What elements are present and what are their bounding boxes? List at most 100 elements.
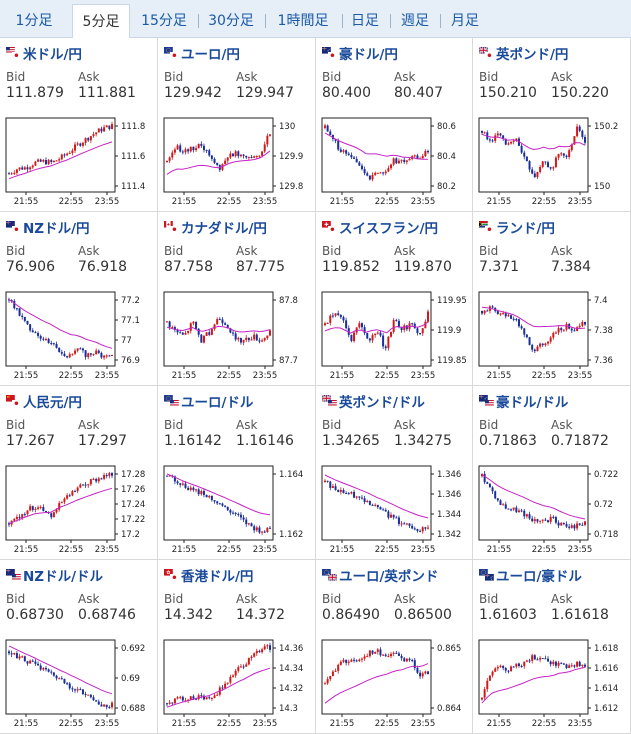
pair-link[interactable]: カナダドル/円: [164, 219, 267, 237]
pair-link[interactable]: NZドル/ドル: [6, 567, 103, 585]
rate-chart[interactable]: 0.865 0.864 21:55 22:55 23:55: [316, 634, 472, 734]
x-tick-label: 22:55: [59, 545, 84, 555]
candle: [229, 508, 232, 516]
rate-chart[interactable]: 1.164 1.162 21:55 22:55 23:55: [158, 460, 314, 560]
candle: [512, 666, 515, 668]
pair-name: 人民元/円: [23, 395, 82, 411]
pair-link[interactable]: ユーロ/英ポンド: [322, 567, 438, 585]
pair-link[interactable]: 英ポンド/ドル: [321, 393, 425, 411]
pair-link[interactable]: NZドル/円: [6, 219, 90, 237]
pair-link[interactable]: 人民元/円: [6, 393, 82, 411]
candle: [258, 525, 261, 534]
chart-plot-area: [5, 639, 116, 715]
candle: [55, 341, 58, 349]
rate-chart[interactable]: 1.618 1.616 1.614 1.612 21:55 22:55 23:55: [473, 634, 629, 734]
candle: [326, 676, 329, 685]
candle: [411, 523, 414, 530]
tab-1[interactable]: 5分足: [72, 4, 130, 38]
candle: [250, 655, 253, 661]
bid-label: Bid: [164, 418, 184, 432]
pair-link[interactable]: 英ポンド/円: [478, 45, 568, 63]
x-tick-label: 21:55: [172, 719, 197, 729]
candle: [66, 681, 69, 686]
candle: [507, 669, 510, 674]
candle: [245, 335, 248, 343]
pair-link[interactable]: ユーロ/ドル: [164, 393, 253, 411]
candle: [74, 141, 77, 153]
candle: [400, 520, 403, 527]
ask-label: Ask: [78, 70, 100, 84]
rate-chart[interactable]: 111.8 111.6 111.4 21:55 22:55 23:55: [0, 112, 156, 212]
candle: [342, 148, 345, 154]
candle: [179, 482, 182, 488]
tab-7[interactable]: 月足: [451, 13, 479, 29]
candle: [245, 662, 248, 668]
rate-chart[interactable]: 150.2 150 21:55 22:55 23:55: [473, 112, 629, 212]
x-tick-label: 22:55: [375, 719, 400, 729]
x-tick-label: 21:55: [487, 197, 512, 207]
pair-link[interactable]: ランド/円: [478, 219, 555, 237]
moving-average-line: [324, 663, 429, 704]
candle: [92, 477, 95, 481]
rate-chart[interactable]: 80.6 80.4 80.2 21:55 22:55 23:55: [316, 112, 472, 212]
rate-card: 人民元/円 Bid Ask 17.267 17.297 17.28 17.26 17.24 17…: [0, 386, 158, 560]
candle: [392, 651, 395, 657]
bid-label: Bid: [322, 70, 342, 84]
candle: [76, 348, 79, 353]
candle: [408, 523, 411, 529]
rate-chart[interactable]: 87.8 87.7 21:55 22:55 23:55: [158, 286, 314, 386]
rate-chart[interactable]: 0.692 0.69 0.688 21:55 22:55 23:55: [0, 634, 156, 734]
pair-link[interactable]: スイスフラン/円: [322, 219, 438, 237]
candle: [481, 310, 483, 316]
candle: [329, 480, 332, 491]
rate-chart[interactable]: 1.346 1.346 1.344 1.342 21:55 22:55 23:55: [316, 460, 472, 560]
candle: [329, 675, 332, 682]
candle: [525, 659, 528, 663]
candle: [176, 143, 179, 150]
candle: [405, 324, 408, 332]
x-tick-label: 22:55: [59, 371, 84, 381]
rate-chart[interactable]: 7.4 7.38 7.36 21:55 22:55 23:55: [473, 286, 629, 386]
candle: [491, 486, 494, 495]
rate-chart[interactable]: 77.2 77.1 77 76.9 21:55 22:55 23:55: [0, 286, 156, 386]
tab-6[interactable]: 週足: [401, 13, 429, 29]
candle: [242, 339, 245, 346]
y-tick-label: 14.3: [279, 704, 298, 714]
rate-chart[interactable]: 14.36 14.34 14.32 14.3 21:55 22:55 23:55: [158, 634, 314, 734]
tab-2[interactable]: 15分足: [141, 13, 187, 29]
x-tick-label: 21:55: [487, 545, 512, 555]
candle: [331, 483, 334, 488]
tab-0[interactable]: 1分足: [15, 13, 53, 29]
bid-label: Bid: [164, 244, 184, 258]
pair-link[interactable]: 香港ドル/円: [164, 567, 253, 585]
candle: [179, 143, 182, 153]
candle: [34, 330, 37, 334]
rate-chart[interactable]: 119.95 119.9 119.85 21:55 22:55 23:55: [316, 286, 472, 386]
pair-link[interactable]: 豪ドル/ドル: [479, 393, 568, 411]
rate-chart[interactable]: 130 129.9 129.8 21:55 22:55 23:55: [158, 112, 314, 212]
pair-link[interactable]: ユーロ/豪ドル: [479, 567, 582, 585]
candle: [491, 138, 494, 143]
pair-link[interactable]: ユーロ/円: [164, 45, 240, 63]
candle: [331, 312, 334, 319]
candle: [416, 528, 419, 533]
candle: [173, 147, 176, 155]
candle: [171, 150, 174, 160]
tab-5[interactable]: 日足: [351, 13, 379, 29]
rate-chart[interactable]: 17.28 17.26 17.24 17.22 17.2 21:55 22:55 23:55: [0, 460, 156, 560]
bid-value: 150.210: [479, 85, 537, 101]
candle: [565, 521, 568, 529]
rate-chart[interactable]: 0.722 0.72 0.718 21:55 22:55 23:55: [473, 460, 629, 560]
currency-flags-icon: [479, 394, 495, 408]
candle: [213, 157, 216, 164]
candle: [358, 658, 361, 662]
pair-link[interactable]: 米ドル/円: [6, 45, 82, 63]
candle: [358, 160, 361, 166]
candle: [376, 504, 379, 509]
candle: [347, 492, 350, 495]
tab-4[interactable]: 1時間足: [277, 13, 329, 29]
candle: [528, 336, 531, 346]
tab-3[interactable]: 30分足: [208, 13, 254, 29]
candle: [345, 317, 348, 330]
pair-link[interactable]: 豪ドル/円: [322, 45, 398, 63]
